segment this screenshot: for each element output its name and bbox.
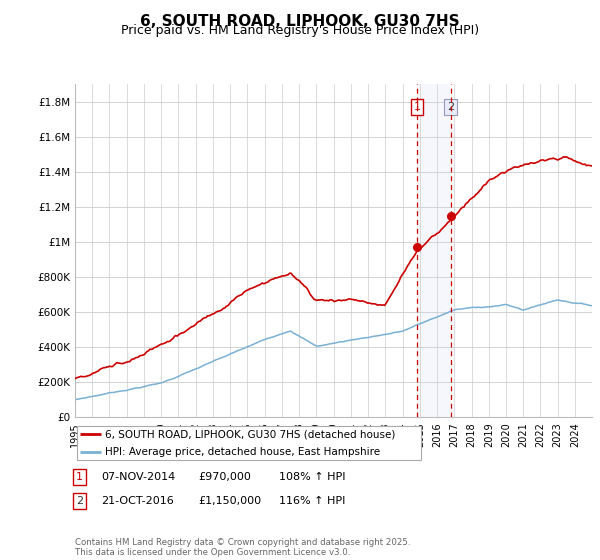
FancyBboxPatch shape <box>77 426 421 460</box>
Text: 2: 2 <box>76 496 83 506</box>
Text: 21-OCT-2016: 21-OCT-2016 <box>101 496 173 506</box>
Text: Price paid vs. HM Land Registry's House Price Index (HPI): Price paid vs. HM Land Registry's House … <box>121 24 479 36</box>
Text: 108% ↑ HPI: 108% ↑ HPI <box>279 472 346 482</box>
Text: £970,000: £970,000 <box>198 472 251 482</box>
Text: Contains HM Land Registry data © Crown copyright and database right 2025.
This d: Contains HM Land Registry data © Crown c… <box>75 538 410 557</box>
Text: £1,150,000: £1,150,000 <box>198 496 261 506</box>
Text: 1: 1 <box>76 472 83 482</box>
Text: 07-NOV-2014: 07-NOV-2014 <box>101 472 175 482</box>
Text: 116% ↑ HPI: 116% ↑ HPI <box>279 496 346 506</box>
Text: HPI: Average price, detached house, East Hampshire: HPI: Average price, detached house, East… <box>104 447 380 457</box>
Text: 2: 2 <box>447 102 454 112</box>
Text: 6, SOUTH ROAD, LIPHOOK, GU30 7HS (detached house): 6, SOUTH ROAD, LIPHOOK, GU30 7HS (detach… <box>104 429 395 439</box>
Text: 6, SOUTH ROAD, LIPHOOK, GU30 7HS: 6, SOUTH ROAD, LIPHOOK, GU30 7HS <box>140 14 460 29</box>
Text: 1: 1 <box>414 102 421 112</box>
Bar <box>417 84 451 417</box>
